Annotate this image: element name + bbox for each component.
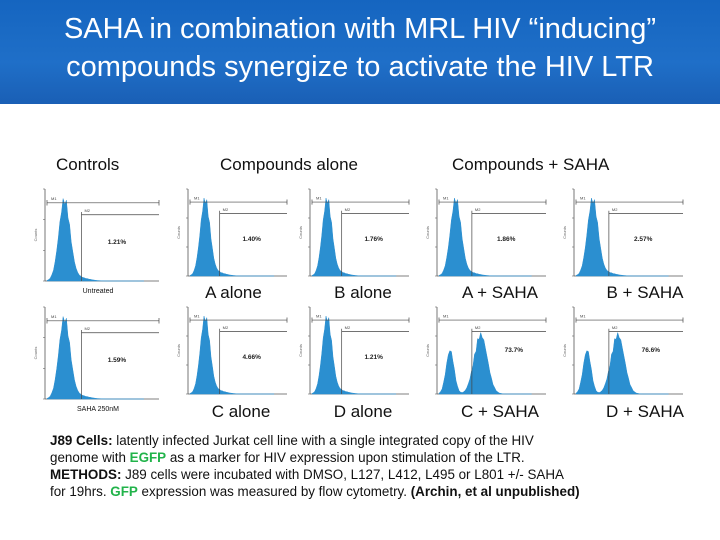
y-axis-label: Counts bbox=[176, 344, 181, 357]
histogram-untreated: Counts M1 M2 1.21% Untreated bbox=[33, 185, 163, 297]
caption-gfp: GFP bbox=[110, 484, 138, 499]
histogram-distribution bbox=[575, 331, 669, 395]
marker-label-m2: M2 bbox=[84, 326, 90, 331]
marker-label-m2: M2 bbox=[223, 207, 229, 212]
label-b-saha: B + SAHA bbox=[606, 283, 684, 302]
histogram-distribution bbox=[438, 198, 532, 277]
caption-line-2b: as a marker for HIV expression upon stim… bbox=[166, 450, 525, 465]
label-a-saha: A + SAHA bbox=[461, 283, 539, 302]
marker-label-m2: M2 bbox=[612, 325, 618, 330]
histogram-a-alone: Counts M1 M2 1.40% bbox=[176, 185, 291, 280]
panel-caption: SAHA 250nM bbox=[77, 406, 119, 413]
histogram-svg: Counts M1 M2 1.21% Untreated bbox=[33, 188, 160, 295]
histogram-saha: Counts M1 M2 1.59% SAHA 250nM bbox=[33, 303, 163, 415]
histogram-svg: Counts M1 M2 76.6% bbox=[562, 306, 684, 395]
histogram-distribution bbox=[46, 198, 144, 282]
marker-label-m1: M1 bbox=[316, 313, 322, 318]
histogram-svg: Counts M1 M2 1.40% bbox=[176, 188, 288, 277]
caption-cells-label: J89 Cells: bbox=[50, 433, 113, 448]
histogram-distribution bbox=[311, 198, 397, 277]
gfp-percentage: 1.76% bbox=[364, 236, 383, 243]
marker-label-m2: M2 bbox=[612, 207, 618, 212]
gfp-percentage: 73.7% bbox=[505, 347, 524, 354]
y-axis-label: Counts bbox=[562, 344, 567, 357]
title-line-2: compounds synergize to activate the HIV … bbox=[66, 51, 654, 83]
caption-line-4a: for 19hrs. bbox=[50, 484, 111, 499]
marker-label-m1: M1 bbox=[194, 313, 200, 318]
histogram-svg: Counts M1 M2 1.86% bbox=[425, 188, 547, 277]
histogram-distribution bbox=[46, 316, 144, 400]
histogram-distribution bbox=[311, 316, 397, 395]
caption-citation: (Archin, et al unpublished) bbox=[410, 484, 580, 499]
y-axis-label: Counts bbox=[33, 347, 38, 360]
histogram-b-saha: Counts M1 M2 2.57% bbox=[562, 185, 687, 280]
y-axis-label: Counts bbox=[176, 226, 181, 239]
y-axis-label: Counts bbox=[425, 226, 430, 239]
label-d-alone: D alone bbox=[333, 402, 393, 421]
caption-line-2a: genome with bbox=[50, 450, 130, 465]
histogram-distribution bbox=[189, 198, 275, 277]
y-axis-label: Counts bbox=[425, 344, 430, 357]
histogram-d-saha: Counts M1 M2 76.6% bbox=[562, 303, 687, 398]
gfp-percentage: 2.57% bbox=[634, 236, 653, 243]
marker-label-m2: M2 bbox=[475, 325, 481, 330]
section-controls: Controls bbox=[56, 155, 120, 174]
marker-label-m1: M1 bbox=[51, 314, 57, 319]
caption-methods-label: METHODS: bbox=[50, 467, 122, 482]
marker-label-m1: M1 bbox=[580, 195, 586, 200]
histogram-a-saha: Counts M1 M2 1.86% bbox=[425, 185, 550, 280]
marker-label-m1: M1 bbox=[580, 313, 586, 318]
caption-line-1: latently infected Jurkat cell line with … bbox=[112, 433, 534, 448]
histogram-c-alone: Counts M1 M2 4.66% bbox=[176, 303, 291, 398]
marker-label-m1: M1 bbox=[443, 195, 449, 200]
title-line-1: SAHA in combination with MRL HIV “induci… bbox=[63, 13, 657, 45]
histogram-distribution bbox=[575, 198, 669, 277]
label-d-saha: D + SAHA bbox=[606, 402, 684, 421]
marker-label-m1: M1 bbox=[443, 313, 449, 318]
marker-label-m2: M2 bbox=[475, 207, 481, 212]
gfp-percentage: 1.40% bbox=[242, 236, 261, 243]
panel-caption: Untreated bbox=[83, 288, 114, 295]
marker-label-m1: M1 bbox=[51, 196, 57, 201]
marker-label-m1: M1 bbox=[194, 195, 200, 200]
gfp-percentage: 4.66% bbox=[242, 354, 261, 361]
histogram-svg: Counts M1 M2 1.76% bbox=[298, 188, 410, 277]
marker-label-m2: M2 bbox=[345, 325, 351, 330]
histogram-svg: Counts M1 M2 2.57% bbox=[562, 188, 684, 277]
caption-line-4b: expression was measured by flow cytometr… bbox=[137, 484, 411, 499]
y-axis-label: Counts bbox=[33, 229, 38, 242]
histogram-distribution bbox=[189, 316, 275, 395]
gfp-percentage: 1.59% bbox=[108, 357, 127, 364]
histogram-d-alone: Counts M1 M2 1.21% bbox=[298, 303, 413, 398]
histogram-distribution bbox=[438, 331, 532, 395]
histogram-svg: Counts M1 M2 1.59% SAHA 250nM bbox=[33, 306, 160, 413]
section-compounds-saha: Compounds + SAHA bbox=[452, 155, 610, 174]
gfp-percentage: 1.21% bbox=[108, 239, 127, 246]
section-compounds-alone: Compounds alone bbox=[220, 155, 358, 174]
label-c-saha: C + SAHA bbox=[461, 402, 539, 421]
gfp-percentage: 1.21% bbox=[364, 354, 383, 361]
marker-label-m2: M2 bbox=[223, 325, 229, 330]
figure-caption: J89 Cells: latently infected Jurkat cell… bbox=[0, 432, 720, 500]
label-b-alone: B alone bbox=[334, 283, 392, 302]
caption-line-3: J89 cells were incubated with DMSO, L127… bbox=[121, 467, 564, 482]
histogram-svg: Counts M1 M2 1.21% bbox=[298, 306, 410, 395]
caption-egfp: EGFP bbox=[129, 450, 167, 465]
histogram-c-saha: Counts M1 M2 73.7% bbox=[425, 303, 550, 398]
title-banner: SAHA in combination with MRL HIV “induci… bbox=[0, 0, 720, 104]
marker-label-m2: M2 bbox=[345, 207, 351, 212]
label-c-alone: C alone bbox=[211, 402, 271, 421]
gfp-percentage: 76.6% bbox=[642, 347, 661, 354]
marker-label-m2: M2 bbox=[84, 208, 90, 213]
marker-label-m1: M1 bbox=[316, 195, 322, 200]
y-axis-label: Counts bbox=[298, 344, 303, 357]
y-axis-label: Counts bbox=[298, 226, 303, 239]
histogram-svg: Counts M1 M2 73.7% bbox=[425, 306, 547, 395]
histogram-svg: Counts M1 M2 4.66% bbox=[176, 306, 288, 395]
y-axis-label: Counts bbox=[562, 226, 567, 239]
label-a-alone: A alone bbox=[205, 283, 262, 302]
histogram-b-alone: Counts M1 M2 1.76% bbox=[298, 185, 413, 280]
gfp-percentage: 1.86% bbox=[497, 236, 516, 243]
